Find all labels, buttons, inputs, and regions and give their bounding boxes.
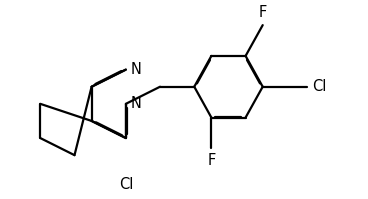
Text: N: N [131, 62, 142, 77]
Text: F: F [259, 5, 267, 20]
Text: Cl: Cl [312, 79, 327, 94]
Text: Cl: Cl [118, 177, 133, 192]
Text: N: N [131, 96, 142, 111]
Text: F: F [207, 153, 216, 168]
